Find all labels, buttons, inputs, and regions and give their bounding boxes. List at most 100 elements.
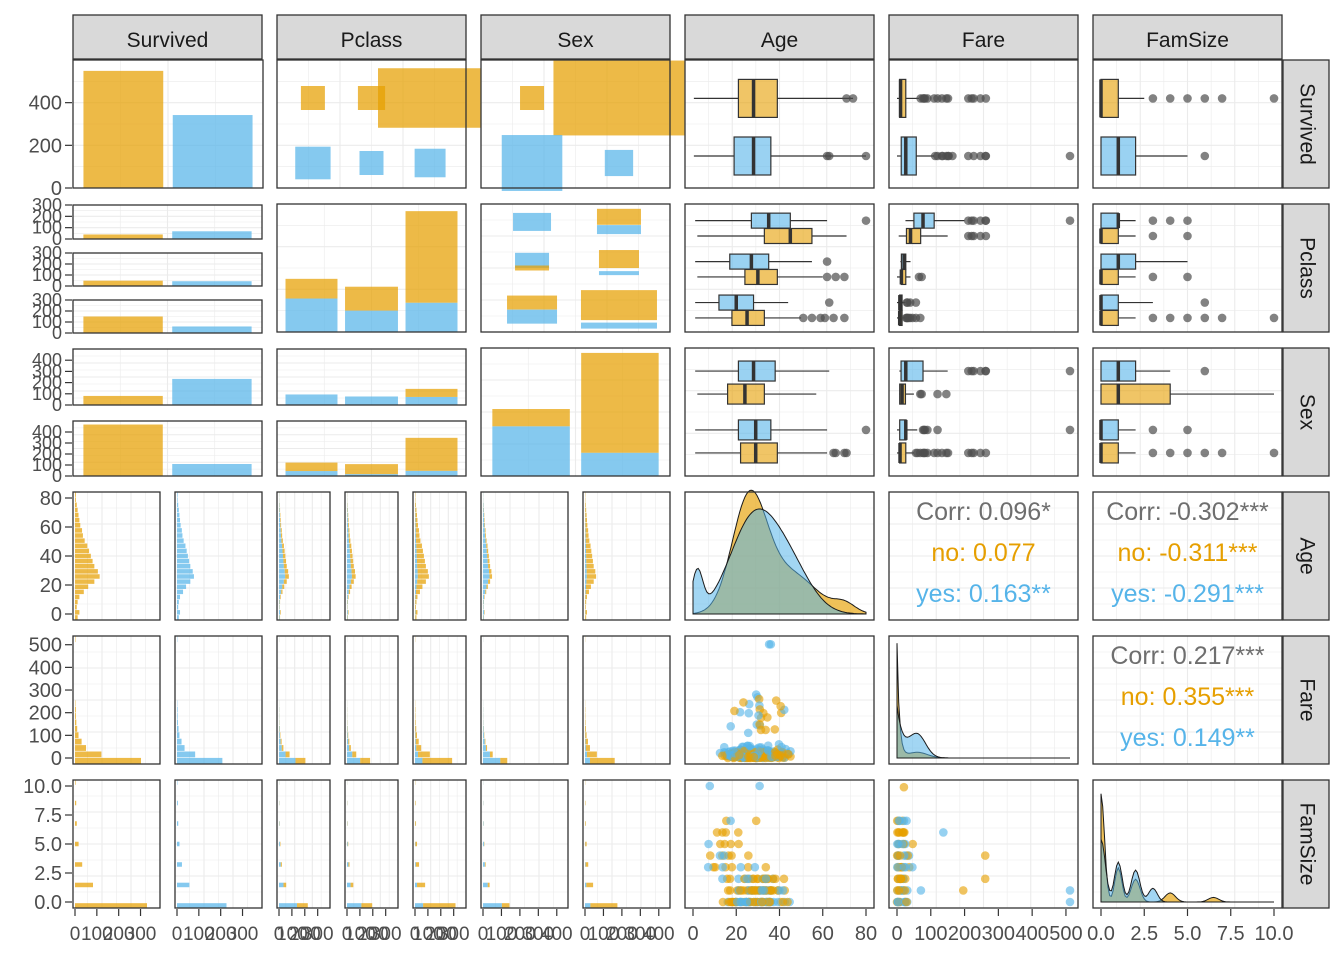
y-tick-label: 0: [52, 229, 62, 249]
box: [737, 360, 776, 382]
panel-border: [684, 779, 875, 909]
bar: [492, 426, 570, 476]
x-tick-label: 300: [438, 924, 470, 945]
hist-bar: [279, 579, 284, 584]
panel-border: [276, 203, 467, 333]
point: [735, 750, 744, 760]
hist-bar: [280, 610, 281, 615]
hist-bar: [585, 502, 586, 508]
hist-bar: [417, 569, 428, 574]
panel-mosaic: [480, 59, 685, 191]
box: [1100, 419, 1119, 441]
hist-bar: [415, 589, 420, 595]
y-tick-label: 100: [32, 265, 62, 285]
hist-bar: [585, 745, 586, 751]
panel-border: [582, 779, 671, 909]
point: [739, 698, 748, 707]
y-tick-label: 400: [29, 657, 62, 679]
hist-bar: [282, 584, 285, 589]
hist-bar: [279, 569, 285, 574]
point: [980, 874, 990, 884]
outlier: [969, 448, 979, 458]
tile: [596, 208, 641, 225]
x-tick-label: 200: [425, 924, 457, 945]
y-tick-label: 200: [29, 135, 62, 157]
corr-yes: yes: -0.291***: [1111, 580, 1264, 608]
point: [704, 839, 713, 849]
hist-bar: [590, 903, 618, 908]
panel-border: [72, 348, 263, 406]
outlier: [1269, 448, 1279, 458]
outlier: [1165, 448, 1175, 458]
panel-pclass-bar: [276, 203, 467, 333]
hist-bar: [483, 538, 486, 543]
corr-overall: Corr: -0.302***: [1106, 498, 1269, 526]
panel-hist-1-0: [72, 635, 161, 765]
panel-border: [888, 347, 1079, 477]
y-tick-label: 400: [32, 350, 62, 370]
hist-bar: [347, 538, 349, 543]
panel-hist-0-2: [276, 491, 331, 621]
density-yes: [1100, 839, 1274, 903]
hist-bar: [415, 523, 418, 528]
hist-bar: [347, 574, 352, 579]
hist-bar: [177, 706, 178, 713]
hist-bar: [75, 548, 90, 554]
point: [730, 706, 739, 716]
point: [754, 711, 763, 720]
box: [1100, 78, 1119, 119]
hist-bar: [279, 882, 284, 888]
x-tick-label: 0: [580, 924, 591, 945]
outlier: [1065, 425, 1075, 435]
hist-bar: [347, 512, 348, 518]
point: [777, 742, 786, 752]
hist-bar: [279, 862, 281, 867]
hist-bar: [347, 584, 350, 589]
hist-bar: [487, 558, 490, 564]
hist-bar: [489, 569, 492, 574]
point: [727, 851, 736, 860]
hist-bar: [416, 553, 424, 559]
x-tick-label: 0: [687, 923, 698, 945]
hist-bar: [75, 579, 95, 584]
panel-hist-2-2: [276, 779, 331, 909]
y-tick-label: 300: [32, 361, 62, 381]
hist-bar: [279, 574, 286, 579]
strip-top-age: [684, 14, 875, 60]
point: [733, 828, 743, 837]
y-tick-label: 400: [32, 422, 62, 442]
x-tick-label: 200: [205, 924, 237, 945]
hist-bar: [75, 610, 80, 615]
panel-border: [888, 635, 1079, 765]
hist-bar: [177, 757, 223, 764]
x-tick-label: 60: [812, 923, 834, 945]
hist-bar: [585, 563, 587, 569]
hist-bar: [415, 533, 420, 538]
hist-bar: [483, 903, 502, 908]
hist-bar: [585, 882, 587, 888]
hist-bar: [585, 538, 586, 543]
hist-bar: [177, 882, 190, 888]
hist-bar: [282, 543, 284, 549]
hist-bar: [75, 502, 77, 508]
hist-bar: [415, 841, 418, 847]
y-tick-label: 100: [32, 455, 62, 475]
y-tick-label: 100: [29, 725, 62, 747]
hist-bar: [347, 594, 349, 600]
hist-bar: [585, 517, 587, 523]
point: [705, 781, 715, 791]
hist-bar: [415, 757, 423, 764]
strip-top-fare: [888, 14, 1079, 60]
panel-age-famsize-scatter: [684, 779, 875, 909]
hist-bar: [177, 732, 180, 739]
hist-bar: [279, 548, 283, 554]
outlier: [1183, 448, 1192, 458]
hist-bar: [347, 862, 349, 867]
bar: [581, 352, 659, 453]
hist-bar: [279, 543, 283, 549]
bar: [405, 396, 458, 405]
point: [754, 694, 764, 704]
panel-border: [1092, 59, 1283, 189]
x-axis-age: 0 20 40 60 80: [687, 909, 877, 945]
